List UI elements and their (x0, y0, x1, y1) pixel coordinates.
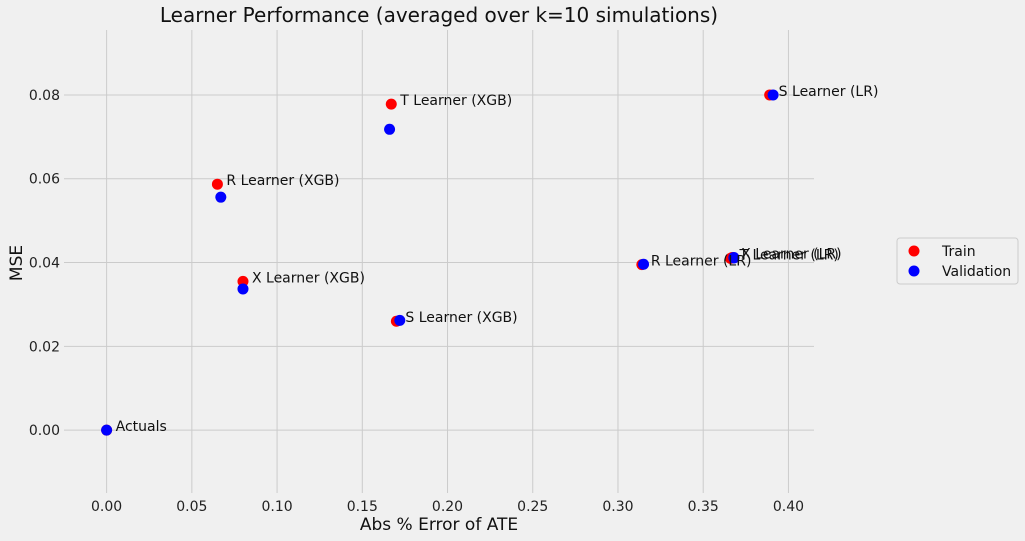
point-validation (237, 283, 249, 295)
x-tick-label: 0.20 (432, 499, 463, 515)
x-tick-label: 0.15 (347, 499, 378, 515)
point-validation (767, 89, 779, 101)
y-tick-label: 0.08 (29, 88, 60, 104)
x-tick-label: 0.05 (176, 499, 207, 515)
y-tick-label: 0.00 (29, 423, 60, 439)
y-tick-labels: 0.00 0.02 0.04 0.06 0.08 (29, 88, 60, 439)
grid (64, 30, 814, 493)
point-label: R Learner (XGB) (226, 173, 339, 189)
point-label: R Learner (LR) (651, 254, 752, 270)
x-tick-label: 0.30 (602, 499, 633, 515)
legend-label-validation: Validation (942, 264, 1011, 280)
point-label: S Learner (XGB) (405, 310, 517, 326)
y-tick-label: 0.04 (29, 256, 60, 272)
point-label: T Learner (LR) (738, 247, 838, 263)
x-tick-label: 0.00 (91, 499, 122, 515)
point-validation (101, 424, 113, 436)
legend: Train Validation (896, 237, 1019, 285)
y-tick-label: 0.02 (29, 339, 60, 355)
point-validation (394, 314, 406, 326)
x-tick-label: 0.10 (261, 499, 292, 515)
x-axis-label: Abs % Error of ATE (360, 515, 518, 535)
x-tick-label: 0.35 (688, 499, 719, 515)
point-labels: T Learner (XGB) S Learner (LR) R Learner (… (116, 84, 879, 435)
y-axis-label: MSE (7, 245, 27, 281)
data-points (101, 89, 779, 436)
point-train (237, 275, 249, 287)
point-label: S Learner (LR) (779, 84, 879, 100)
y-tick-label: 0.06 (29, 172, 60, 188)
legend-box (896, 237, 1019, 285)
legend-marker-validation (908, 265, 920, 277)
x-tick-label: 0.25 (517, 499, 548, 515)
chart-title: Learner Performance (averaged over k=10 … (160, 3, 718, 27)
x-tick-labels: 0.00 0.05 0.10 0.15 0.20 0.25 0.30 0.35 0.40 (91, 499, 804, 515)
point-validation (638, 258, 650, 270)
point-train (385, 98, 397, 110)
x-tick-label: 0.40 (773, 499, 804, 515)
point-label: X Learner (XGB) (252, 270, 365, 286)
point-validation (384, 123, 396, 135)
point-label: X Learner (LR) (741, 247, 841, 263)
point-train (211, 178, 223, 190)
point-validation (215, 191, 227, 203)
legend-marker-train (908, 245, 920, 257)
point-label: Actuals (116, 419, 167, 435)
point-label: T Learner (XGB) (399, 93, 512, 109)
point-validation (728, 252, 740, 264)
legend-label-train: Train (941, 244, 976, 260)
